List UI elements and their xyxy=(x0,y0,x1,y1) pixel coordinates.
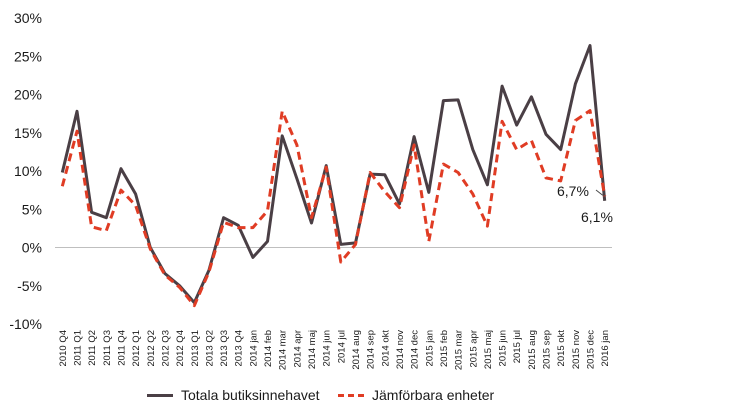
annotation-leader xyxy=(595,189,603,196)
x-tick-label: 2011 Q1 xyxy=(72,330,83,366)
y-tick-label: 25% xyxy=(14,48,42,64)
x-tick-label: 2015 dec xyxy=(586,330,597,369)
x-tick-label: 2015 jul xyxy=(512,330,523,363)
x-tick-label: 2016 jan xyxy=(600,330,611,366)
x-tick-label: 2015 feb xyxy=(439,330,450,367)
legend-item-comparable: Jämförbara enheter xyxy=(338,383,494,407)
y-tick-label: 20% xyxy=(14,87,42,103)
x-tick-label: 2015 mar xyxy=(454,330,465,370)
x-tick-label: 2014 dec xyxy=(410,330,421,369)
annotations: 6,7% 6,1% xyxy=(557,183,613,225)
x-tick-label: 2014 sep xyxy=(366,330,377,369)
legend-swatch-total xyxy=(147,393,173,397)
x-tick-label: 2012 Q4 xyxy=(175,330,186,366)
y-tick-label: 15% xyxy=(14,125,42,141)
x-tick-label: 2013 Q3 xyxy=(219,330,230,366)
x-tick-label: 2012 Q2 xyxy=(146,330,157,366)
x-tick-label: 2014 okt xyxy=(380,330,391,367)
x-tick-label: 2014 maj xyxy=(307,330,318,369)
x-tick-label: 2014 feb xyxy=(263,330,274,367)
y-tick-label: -5% xyxy=(17,278,42,294)
x-tick-label: 2013 Q2 xyxy=(204,330,215,366)
series-line-comparable xyxy=(60,109,607,308)
x-tick-label: 2014 jul xyxy=(336,330,347,363)
x-tick-label: 2011 Q3 xyxy=(102,330,113,366)
x-tick-label: 2014 jan xyxy=(248,330,259,366)
y-axis: -10% -5% 0% 5% 10% 15% 20% 25% 30% xyxy=(9,10,42,332)
y-tick-label: 10% xyxy=(14,163,42,179)
x-tick-label: 2015 jan xyxy=(424,330,435,366)
x-tick-label: 2015 nov xyxy=(571,330,582,369)
x-tick-label: 2015 okt xyxy=(556,330,567,367)
legend-item-total: Totala butiksinnehavet xyxy=(147,383,320,407)
y-tick-label: 5% xyxy=(22,201,42,217)
legend-label-comparable: Jämförbara enheter xyxy=(372,387,495,403)
y-tick-label: 30% xyxy=(14,10,42,26)
x-tick-label: 2012 Q1 xyxy=(131,330,142,366)
x-tick-label: 2014 nov xyxy=(395,330,406,369)
x-tick-label: 2012 Q3 xyxy=(160,330,171,366)
y-tick-label: -10% xyxy=(9,316,42,332)
x-tick-label: 2013 Q4 xyxy=(234,330,245,366)
x-tick-label: 2015 aug xyxy=(527,330,538,370)
y-tick-label: 0% xyxy=(22,240,42,256)
x-tick-label: 2015 sep xyxy=(542,330,553,369)
x-tick-label: 2014 jun xyxy=(322,330,333,366)
x-tick-label: 2011 Q2 xyxy=(87,330,98,366)
x-tick-label: 2015 jun xyxy=(498,330,509,366)
annotation-label-total: 6,1% xyxy=(581,209,613,225)
series-line-total xyxy=(60,44,607,305)
annotation-label-comparable: 6,7% xyxy=(557,183,589,199)
legend: Totala butiksinnehavet Jämförbara enhete… xyxy=(0,383,746,407)
x-tick-label: 2014 mar xyxy=(278,330,289,370)
x-tick-label: 2015 apr xyxy=(468,330,479,368)
series-lines xyxy=(60,44,607,308)
legend-label-total: Totala butiksinnehavet xyxy=(181,387,320,403)
x-tick-label: 2010 Q4 xyxy=(58,330,69,366)
x-tick-label: 2014 apr xyxy=(292,330,303,368)
x-tick-label: 2013 Q1 xyxy=(190,330,201,366)
x-tick-label: 2014 aug xyxy=(351,330,362,370)
x-tick-label: 2015 maj xyxy=(483,330,494,369)
legend-swatch-comparable xyxy=(338,393,364,397)
x-tick-label: 2011 Q4 xyxy=(116,330,127,366)
x-axis: 2010 Q4 2011 Q1 2011 Q2 2011 Q3 2011 Q4 2012 … xyxy=(55,247,612,370)
